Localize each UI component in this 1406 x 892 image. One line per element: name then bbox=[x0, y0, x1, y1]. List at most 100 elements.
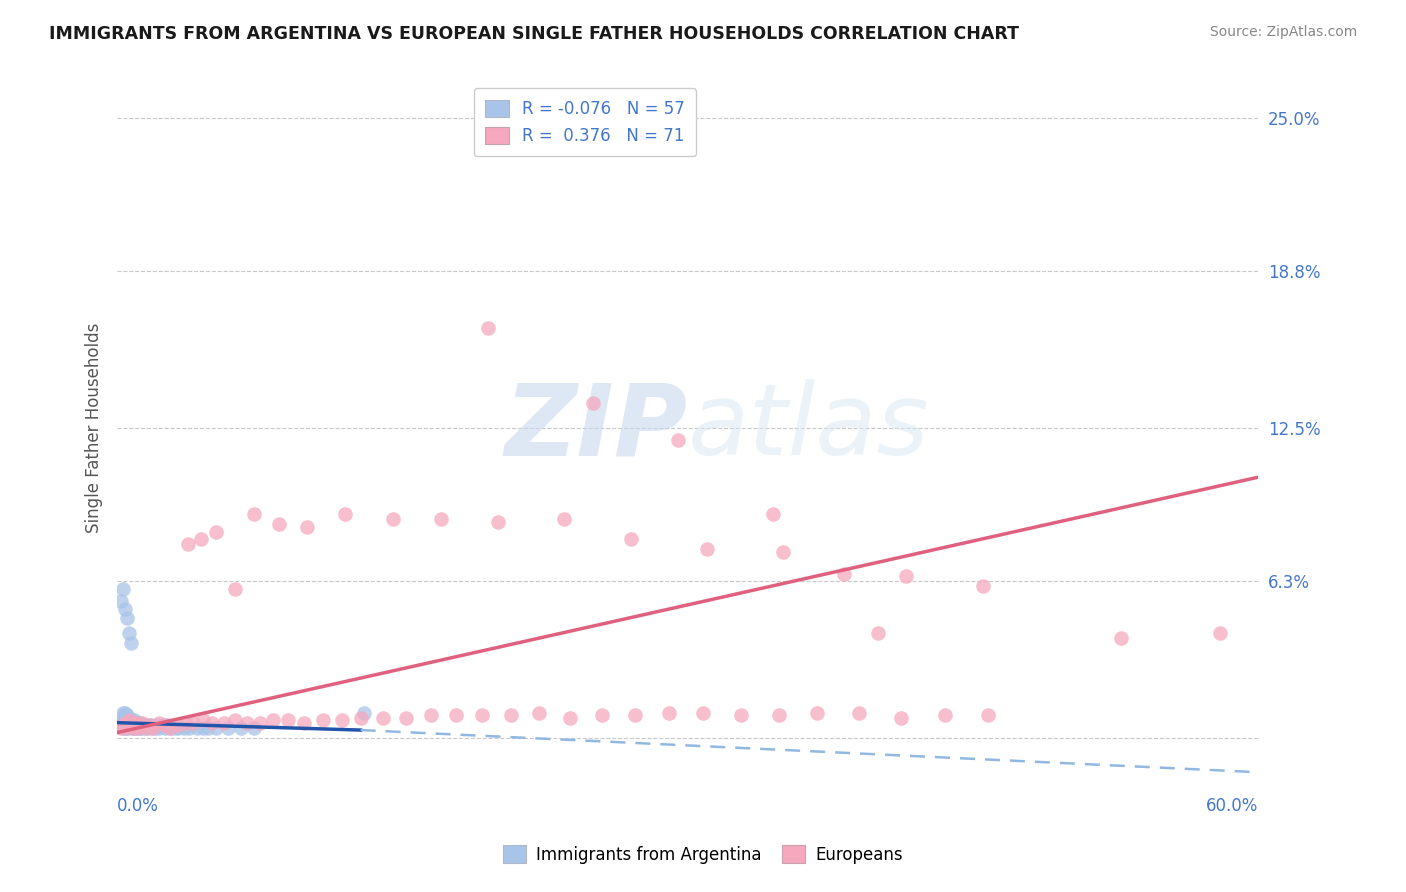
Point bbox=[335, 508, 357, 522]
Point bbox=[623, 708, 645, 723]
Point bbox=[205, 524, 228, 539]
Point bbox=[138, 721, 160, 735]
Point bbox=[110, 721, 132, 735]
Point bbox=[277, 713, 299, 727]
Point bbox=[117, 718, 139, 732]
Point bbox=[135, 721, 157, 735]
Point bbox=[197, 721, 219, 735]
Point bbox=[125, 721, 148, 735]
Point bbox=[120, 636, 142, 650]
Point bbox=[471, 708, 494, 723]
Text: Source: ZipAtlas.com: Source: ZipAtlas.com bbox=[1209, 25, 1357, 39]
Point bbox=[153, 718, 176, 732]
Point bbox=[146, 718, 169, 732]
Point bbox=[111, 706, 134, 720]
Point bbox=[115, 715, 138, 730]
Point bbox=[205, 721, 228, 735]
Point bbox=[152, 718, 174, 732]
Point bbox=[772, 544, 794, 558]
Point bbox=[191, 713, 214, 727]
Point bbox=[111, 718, 134, 732]
Point bbox=[1111, 632, 1133, 646]
Point bbox=[582, 396, 605, 410]
Point bbox=[658, 706, 681, 720]
Point bbox=[297, 520, 319, 534]
Point bbox=[179, 721, 201, 735]
Point bbox=[866, 626, 889, 640]
Point bbox=[120, 718, 142, 732]
Point bbox=[201, 715, 224, 730]
Point bbox=[115, 721, 138, 735]
Point bbox=[138, 718, 160, 732]
Point bbox=[121, 715, 143, 730]
Point bbox=[972, 579, 994, 593]
Point bbox=[499, 708, 522, 723]
Point bbox=[124, 713, 146, 727]
Point bbox=[224, 582, 246, 596]
Point bbox=[115, 721, 138, 735]
Point bbox=[174, 715, 197, 730]
Text: IMMIGRANTS FROM ARGENTINA VS EUROPEAN SINGLE FATHER HOUSEHOLDS CORRELATION CHART: IMMIGRANTS FROM ARGENTINA VS EUROPEAN SI… bbox=[49, 25, 1019, 43]
Point bbox=[120, 713, 142, 727]
Point bbox=[111, 715, 134, 730]
Point bbox=[153, 721, 176, 735]
Point bbox=[121, 715, 143, 730]
Point bbox=[167, 721, 190, 735]
Point bbox=[243, 721, 266, 735]
Text: 0.0%: 0.0% bbox=[117, 797, 159, 815]
Point bbox=[117, 713, 139, 727]
Point bbox=[190, 532, 212, 546]
Point bbox=[477, 321, 499, 335]
Point bbox=[159, 721, 181, 735]
Point bbox=[163, 721, 186, 735]
Point bbox=[235, 715, 257, 730]
Point bbox=[444, 708, 467, 723]
Point bbox=[395, 711, 418, 725]
Point bbox=[249, 715, 271, 730]
Point bbox=[129, 721, 152, 735]
Point bbox=[429, 512, 451, 526]
Point bbox=[181, 715, 204, 730]
Point bbox=[217, 721, 239, 735]
Point bbox=[114, 715, 136, 730]
Point bbox=[186, 721, 208, 735]
Point bbox=[120, 718, 142, 732]
Point bbox=[127, 715, 149, 730]
Point bbox=[381, 512, 404, 526]
Point bbox=[143, 721, 166, 735]
Point bbox=[977, 708, 1000, 723]
Text: atlas: atlas bbox=[688, 379, 929, 476]
Point bbox=[890, 711, 912, 725]
Point bbox=[124, 721, 146, 735]
Point bbox=[692, 706, 714, 720]
Point bbox=[117, 626, 139, 640]
Point bbox=[1209, 626, 1232, 640]
Y-axis label: Single Father Households: Single Father Households bbox=[86, 322, 103, 533]
Point bbox=[127, 721, 149, 735]
Point bbox=[115, 708, 138, 723]
Point bbox=[125, 715, 148, 730]
Point bbox=[768, 708, 790, 723]
Point bbox=[142, 721, 165, 735]
Point bbox=[229, 721, 252, 735]
Point bbox=[114, 713, 136, 727]
Point bbox=[934, 708, 956, 723]
Point bbox=[311, 713, 333, 727]
Point bbox=[121, 721, 143, 735]
Legend: R = -0.076   N = 57, R =  0.376   N = 71: R = -0.076 N = 57, R = 0.376 N = 71 bbox=[474, 88, 696, 156]
Point bbox=[110, 711, 132, 725]
Point bbox=[114, 721, 136, 735]
Point bbox=[762, 508, 785, 522]
Point bbox=[110, 594, 132, 608]
Point bbox=[353, 706, 375, 720]
Point bbox=[696, 542, 718, 557]
Point bbox=[212, 715, 235, 730]
Point bbox=[131, 715, 153, 730]
Point bbox=[173, 721, 195, 735]
Point bbox=[896, 569, 918, 583]
Point bbox=[125, 715, 148, 730]
Point bbox=[591, 708, 613, 723]
Point bbox=[131, 721, 153, 735]
Point bbox=[243, 508, 266, 522]
Point bbox=[148, 715, 170, 730]
